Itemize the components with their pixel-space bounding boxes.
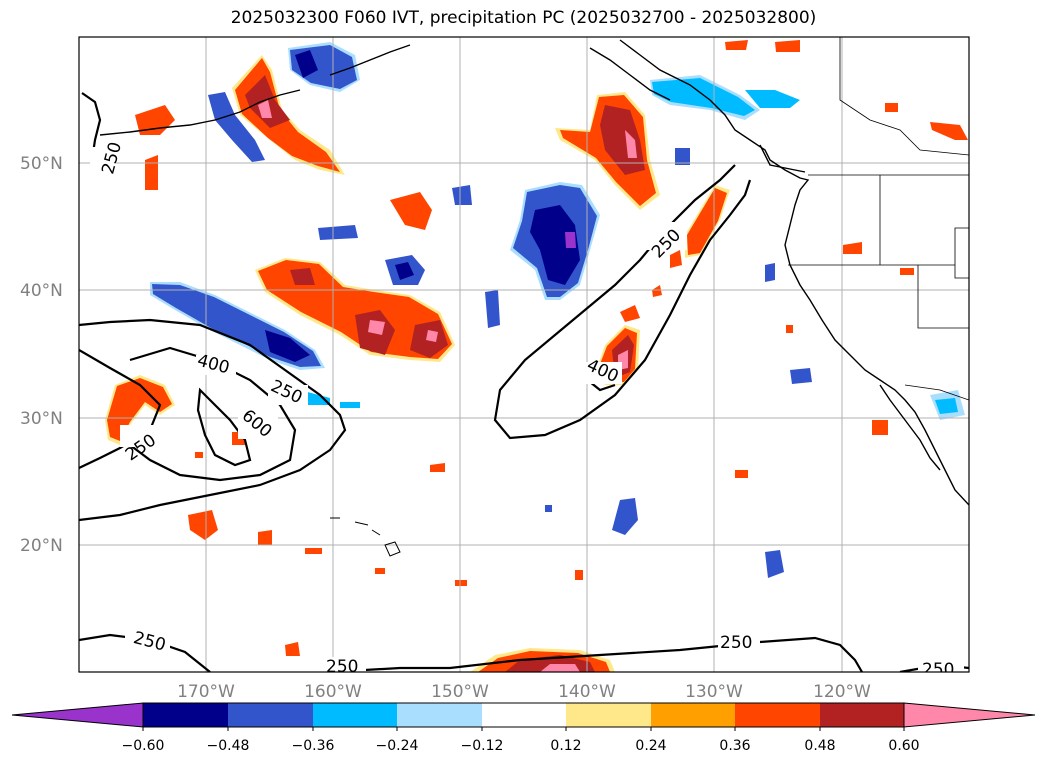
- colorbar: −0.60 −0.48 −0.36 −0.24 −0.12 0.12 0.24 …: [11, 702, 1036, 754]
- hawaii-islands: [330, 517, 401, 557]
- longitude-labels: 170°W 160°W 150°W 140°W 130°W 120°W: [177, 682, 871, 702]
- ivt-contour-250-bottom: [329, 636, 863, 672]
- latitude-labels: 50°N 40°N 30°N 20°N: [20, 154, 63, 556]
- colorbar-segment-6: [566, 703, 651, 727]
- colorbar-extend-high: [903, 702, 1036, 728]
- precip-neg-nw: [208, 42, 360, 162]
- colorbar-segment-2: [228, 703, 313, 727]
- coastlines: [99, 39, 969, 506]
- map-background: [79, 37, 969, 672]
- colorbar-tick-1: −0.60: [122, 738, 165, 754]
- lat-label-40: 40°N: [20, 281, 63, 301]
- colorbar-tick-2: −0.48: [207, 738, 250, 754]
- lon-label-170w: 170°W: [177, 682, 235, 702]
- colorbar-segment-7: [651, 703, 735, 727]
- colorbar-extend-low: [11, 702, 144, 728]
- precip-neg-central-ne: [510, 182, 600, 300]
- colorbar-tick-10: 0.60: [888, 738, 919, 754]
- colorbar-segment-3: [313, 703, 397, 727]
- colorbar-tick-5: −0.12: [461, 738, 504, 754]
- lon-label-120w: 120°W: [813, 682, 871, 702]
- precip-neg-west: [150, 282, 325, 370]
- lat-label-30: 30°N: [20, 409, 63, 429]
- map-title: 2025032300 F060 IVT, precipitation PC (2…: [230, 8, 817, 28]
- precip-area-central: [255, 258, 455, 362]
- graticule: [79, 37, 969, 672]
- lon-label-130w: 130°W: [685, 682, 743, 702]
- colorbar-segment-8: [735, 703, 820, 727]
- ivt-contour-400-west: [79, 349, 162, 469]
- ivt-label-10: 250: [720, 633, 752, 653]
- ivt-contour-250-west: [79, 318, 347, 522]
- ivt-label-9: 250: [326, 657, 358, 677]
- lon-label-160w: 160°W: [304, 682, 362, 702]
- map-frame: [78, 36, 970, 673]
- colorbar-segment-1: [143, 703, 228, 727]
- lon-label-150w: 150°W: [431, 682, 489, 702]
- colorbar-segment-4: [397, 703, 482, 727]
- colorbar-segment-9: [820, 703, 904, 727]
- lat-label-20: 20°N: [20, 536, 63, 556]
- colorbar-tick-8: 0.36: [719, 738, 750, 754]
- lon-label-140w: 140°W: [558, 682, 616, 702]
- colorbar-tick-6: 0.12: [550, 738, 581, 754]
- precip-area-ar-north: [652, 185, 730, 297]
- precip-negative-areas: [145, 42, 965, 655]
- colorbar-tick-4: −0.24: [376, 738, 419, 754]
- colorbar-tick-9: 0.48: [804, 738, 835, 754]
- precip-area-gulf: [555, 92, 660, 210]
- precip-neg-small: [145, 75, 965, 655]
- colorbar-tick-7: 0.24: [635, 738, 666, 754]
- precip-positive-areas: [105, 40, 968, 672]
- precip-area-nw: [232, 55, 345, 175]
- colorbar-segment-5: [482, 703, 566, 727]
- ivt-contour-600: [196, 387, 252, 467]
- colorbar-tick-3: −0.36: [292, 738, 335, 754]
- state-borders: [788, 37, 969, 401]
- ivt-label-11: 250: [922, 660, 954, 680]
- lat-label-50: 50°N: [20, 154, 63, 174]
